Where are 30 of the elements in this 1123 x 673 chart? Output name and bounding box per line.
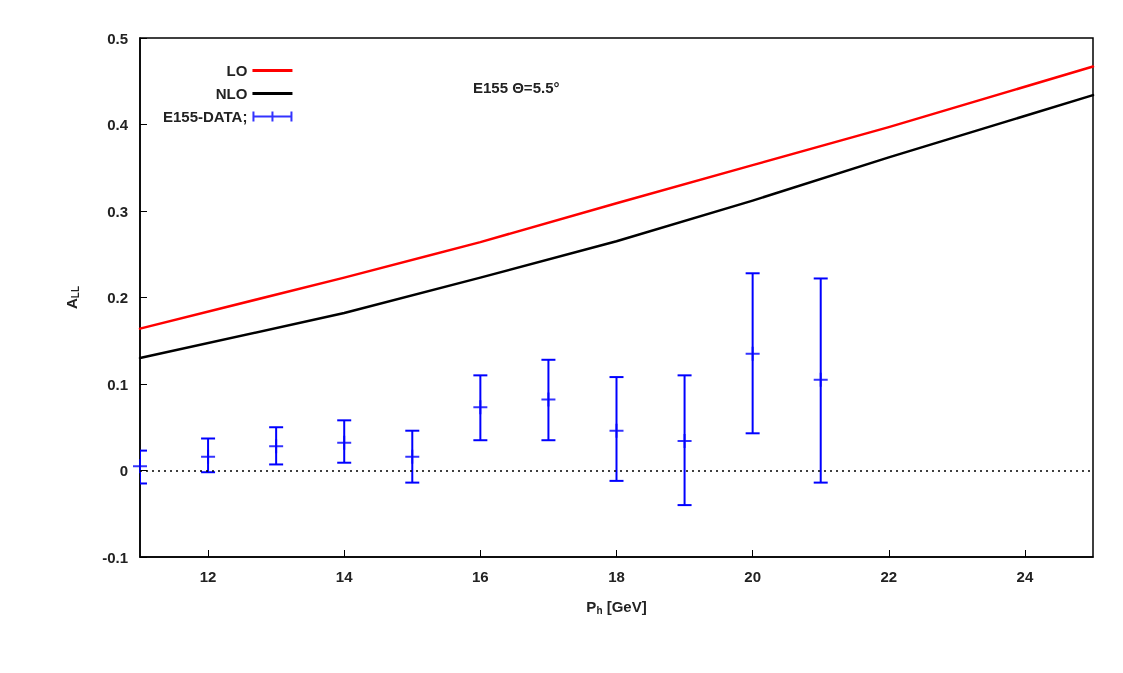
x-tick-label: 20	[744, 568, 761, 585]
point	[201, 449, 216, 464]
y-tick-label: 0.1	[107, 375, 128, 393]
line-series	[138, 65, 1095, 330]
point	[269, 439, 284, 454]
point	[677, 434, 692, 449]
y-tick-label: 0.4	[107, 116, 129, 133]
y-axis-title: ALL	[62, 285, 81, 310]
x-tick-label: 24	[1016, 568, 1034, 585]
point	[813, 372, 828, 387]
annotation: E155 Θ=5.5°	[473, 79, 560, 96]
point	[609, 423, 624, 438]
legend-label: NLO	[215, 85, 248, 102]
x-tick-label: 12	[199, 568, 217, 585]
y-tick-label: -0.1	[102, 548, 128, 566]
x-tick-label: 22	[880, 568, 898, 585]
x-tick-label: 18	[608, 568, 625, 585]
point	[541, 392, 556, 407]
y-tick-label: 0.2	[107, 289, 128, 306]
point	[473, 400, 488, 415]
legend-label: LO	[226, 62, 248, 79]
legend-label: E155-DATA;	[162, 108, 248, 125]
y-tick-label: 0.5	[107, 29, 128, 47]
point	[337, 435, 352, 450]
x-tick-label: 14	[335, 568, 354, 585]
x-tick-label: 16	[472, 568, 489, 585]
point	[745, 346, 760, 361]
point	[405, 449, 420, 464]
y-tick-label: 0.3	[107, 202, 128, 220]
y-tick-label: 0	[119, 462, 128, 479]
